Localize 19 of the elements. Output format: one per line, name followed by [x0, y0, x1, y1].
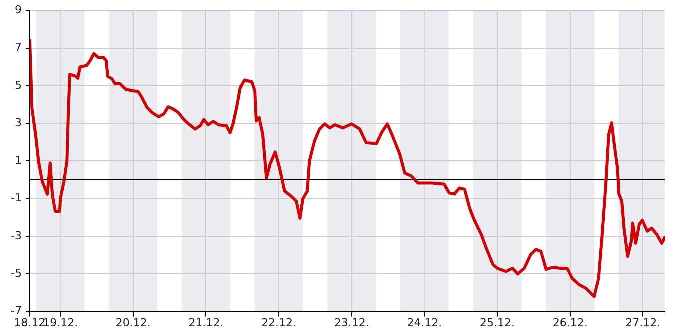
y-tick-label: 7 [15, 41, 22, 54]
x-tick-label: 23.12. [334, 316, 370, 330]
x-tick-label: 20.12. [116, 316, 151, 330]
x-tick-label: 27.12. [626, 316, 661, 330]
y-tick-label: 5 [15, 78, 22, 92]
y-tick-label: -5 [11, 267, 22, 280]
y-tick-label: -1 [11, 192, 22, 205]
x-tick-label: 24.12. [407, 316, 442, 330]
y-tick-label: 1 [15, 154, 22, 168]
y-tick-label: -3 [11, 229, 22, 242]
y-tick-label: 9 [15, 3, 22, 16]
x-tick-label: 26.12. [552, 316, 588, 330]
y-tick-label: 3 [15, 116, 22, 130]
x-tick-label: 22.12. [262, 316, 297, 330]
x-tick-label: 18.12 [14, 316, 46, 330]
y-tick-label: -7 [11, 304, 22, 318]
x-tick-label: 25.12. [480, 316, 516, 330]
x-tick-label: 19.12. [43, 316, 78, 330]
x-tick-label: 21.12. [188, 316, 224, 330]
